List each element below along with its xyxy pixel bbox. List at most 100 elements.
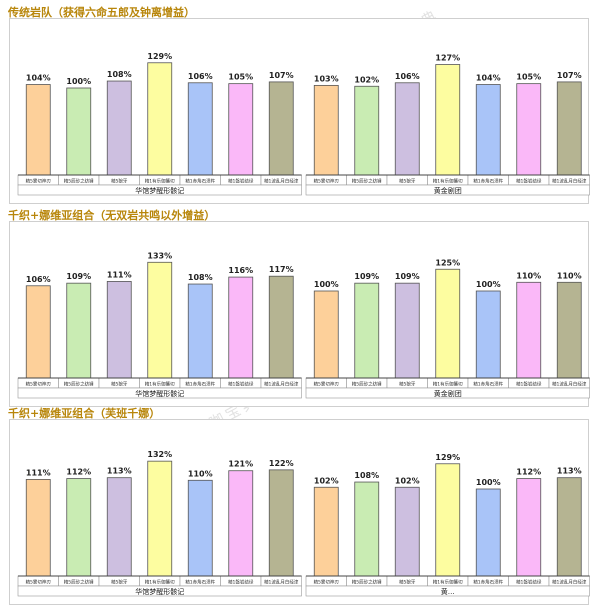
bar: [66, 87, 92, 176]
category-label: 精1赤角石溃杵: [185, 579, 215, 586]
data-label: 106%: [26, 275, 51, 284]
bar: [228, 83, 254, 176]
data-label: 106%: [188, 72, 213, 81]
category-label: 精1磐岩结绿: [516, 178, 542, 185]
category-label: 精1赤角石溃杵: [473, 178, 503, 185]
category-label: 精5狼牙: [399, 579, 416, 586]
data-label: 100%: [476, 478, 501, 487]
category-label: 精1赤角石溃杵: [185, 178, 215, 185]
data-label: 108%: [188, 273, 213, 282]
bar: [556, 281, 582, 379]
category-label: 精5雾切神刃: [314, 178, 339, 185]
data-label: 109%: [395, 272, 420, 281]
bar: [268, 275, 294, 379]
data-label: 113%: [107, 467, 132, 476]
category-label: 精5雾切神刃: [314, 381, 339, 388]
bar: [354, 85, 380, 176]
bar-chart-svg: 111% 精5雾切神刃 112% 精5辰砂之纺锤 113% 精5狼牙 132% 精1有乐御簾切…: [17, 450, 590, 597]
data-label: 105%: [516, 73, 541, 82]
bar: [313, 290, 339, 379]
bar: [435, 463, 461, 577]
bar-chart-svg: 106% 精5雾切神刃 109% 精5辰砂之纺锤 111% 精5狼牙 133% 精1有乐御簾切…: [17, 251, 590, 399]
group-cell: [17, 184, 302, 196]
data-label: 110%: [188, 469, 213, 478]
bar: [516, 478, 542, 577]
category-label: 精5雾切神刃: [26, 381, 51, 388]
category-label: 精5辰砂之纺锤: [64, 178, 94, 185]
bar: [187, 283, 213, 379]
data-label: 111%: [26, 468, 51, 477]
data-label: 109%: [354, 272, 379, 281]
data-label: 133%: [147, 251, 172, 260]
category-label: 精5雾切神刃: [26, 579, 51, 586]
group-label: 华馆梦醒形骸记: [135, 186, 184, 195]
category-label: 精1赤角石溃杵: [473, 579, 503, 586]
bar: [25, 285, 51, 379]
data-label: 107%: [557, 71, 582, 80]
bar: [147, 261, 173, 379]
category-label: 精5辰砂之纺锤: [64, 579, 94, 586]
category-label: 精1赤角石溃杵: [473, 381, 503, 388]
data-label: 103%: [314, 74, 339, 83]
data-label: 107%: [269, 71, 294, 80]
bar: [106, 80, 132, 176]
category-label: 精1有乐御簾切: [145, 579, 175, 586]
bar: [556, 477, 582, 577]
data-label: 116%: [228, 266, 253, 275]
bar: [475, 84, 501, 176]
bar: [556, 81, 582, 176]
bar: [394, 486, 420, 577]
data-label: 102%: [314, 476, 339, 485]
group-label: 黄金剧团: [434, 389, 462, 398]
bar: [228, 276, 254, 379]
data-label: 100%: [314, 280, 339, 289]
group-label: 黄金剧团: [434, 186, 462, 195]
category-label: 精5雾切神刃: [26, 178, 51, 185]
data-label: 100%: [476, 280, 501, 289]
data-label: 127%: [435, 54, 460, 63]
bar: [268, 81, 294, 176]
category-label: 精1磐岩结绿: [228, 381, 254, 388]
category-label: 精1有乐御簾切: [145, 381, 175, 388]
bar: [187, 479, 213, 577]
category-label: 精1磐岩结绿: [228, 579, 254, 586]
data-label: 108%: [107, 70, 132, 79]
bar: [66, 478, 92, 577]
category-label: 精5狼牙: [399, 381, 416, 388]
bar: [394, 282, 420, 379]
data-label: 102%: [395, 476, 420, 485]
data-label: 110%: [557, 271, 582, 280]
category-label: 精5狼牙: [111, 579, 128, 586]
bar: [435, 268, 461, 379]
category-label: 精1有乐御簾切: [433, 579, 463, 586]
data-label: 105%: [228, 73, 253, 82]
category-label: 精1磐岩结绿: [516, 579, 542, 586]
bar: [147, 62, 173, 176]
category-label: 精1波乱月白经津: [552, 381, 587, 388]
data-label: 129%: [435, 453, 460, 462]
data-label: 106%: [395, 72, 420, 81]
category-label: 精5辰砂之纺锤: [64, 381, 94, 388]
category-label: 精5辰砂之纺锤: [352, 579, 382, 586]
bar: [228, 470, 254, 577]
data-label: 121%: [228, 460, 253, 469]
data-label: 109%: [66, 272, 91, 281]
data-label: 117%: [269, 265, 294, 274]
data-label: 132%: [147, 450, 172, 459]
chart-title: 传统岩队（获得六命五郎及钟离增益）: [8, 6, 195, 19]
data-label: 125%: [435, 258, 460, 267]
chart-panel: 106% 精5雾切神刃 109% 精5辰砂之纺锤 111% 精5狼牙 133% 精1有乐御簾切…: [9, 221, 590, 407]
data-label: 113%: [557, 467, 582, 476]
category-label: 精1有乐御簾切: [145, 178, 175, 185]
data-label: 111%: [107, 270, 132, 279]
category-label: 精5狼牙: [111, 381, 128, 388]
data-label: 102%: [354, 75, 379, 84]
chart-panel: 111% 精5雾切神刃 112% 精5辰砂之纺锤 113% 精5狼牙 132% 精1有乐御簾切…: [9, 419, 590, 605]
group-label: 黄…: [441, 587, 455, 596]
category-label: 精5辰砂之纺锤: [352, 381, 382, 388]
category-label: 精5辰砂之纺锤: [352, 178, 382, 185]
group-cell: [305, 387, 590, 399]
bar: [475, 290, 501, 379]
bar: [25, 479, 51, 577]
group-label: 华馆梦醒形骸记: [135, 587, 184, 596]
